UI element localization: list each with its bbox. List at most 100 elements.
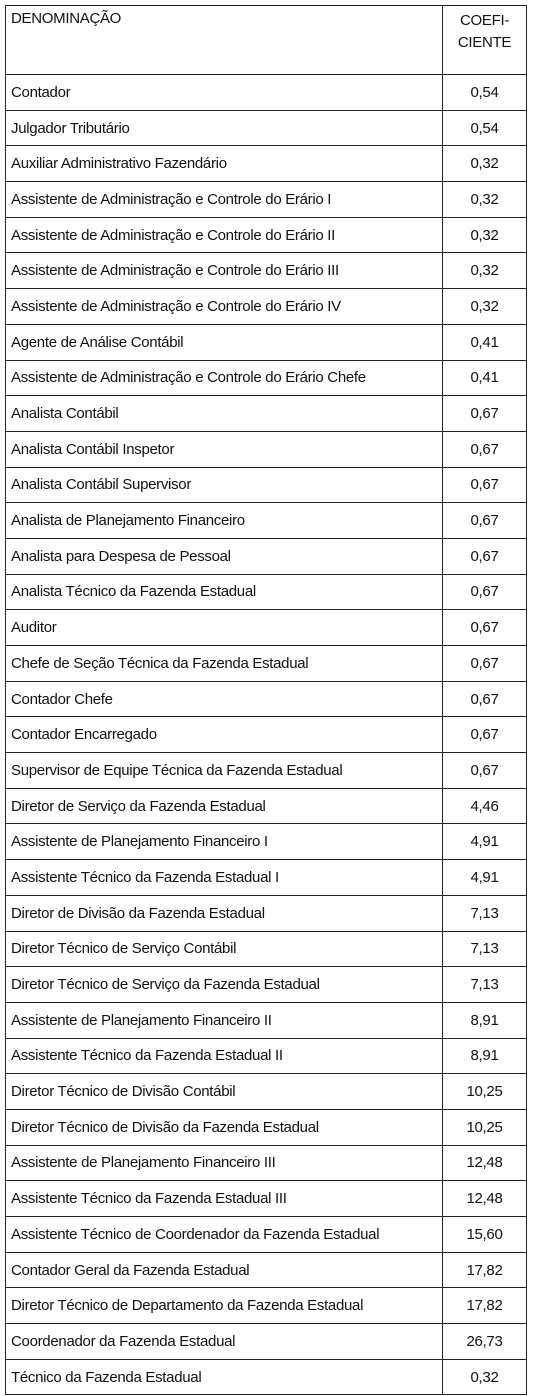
denomination-cell: Assistente de Administração e Controle d…	[5, 288, 443, 325]
denomination-cell: Assistente de Administração e Controle d…	[5, 359, 443, 397]
coefficient-cell: 0,41	[442, 323, 527, 361]
table-row: Contador 0,54	[5, 74, 527, 111]
coefficient-cell: 7,13	[442, 930, 527, 968]
coefficient-cell: 0,67	[442, 609, 527, 646]
denomination-cell: Diretor Técnico de Departamento da Fazen…	[5, 1287, 443, 1325]
coefficient-cell: 0,67	[442, 645, 527, 682]
table-row: Assistente de Administração e Controle d…	[5, 252, 527, 290]
table-row: Diretor de Serviço da Fazenda Estadual 4,…	[5, 787, 527, 825]
table-row: Analista Técnico da Fazenda Estadual 0,67	[5, 573, 527, 611]
coefficient-cell: 0,67	[442, 430, 527, 468]
denomination-cell: Assistente de Administração e Controle d…	[5, 181, 443, 218]
coefficient-cell: 7,13	[442, 894, 527, 932]
coefficient-cell: 12,48	[442, 1144, 527, 1182]
table-row: Técnico da Fazenda Estadual 0,32	[5, 1358, 527, 1396]
coefficient-cell: 7,13	[442, 966, 527, 1003]
header-row: DENOMINAÇÃO COEFI- CIENTE	[5, 5, 527, 75]
coefficient-cell: 0,32	[442, 216, 527, 254]
coefficient-cell: 4,46	[442, 787, 527, 825]
denomination-cell: Analista para Despesa de Pessoal	[5, 537, 443, 575]
coefficient-cell: 0,32	[442, 1358, 527, 1396]
coefficient-cell: 12,48	[442, 1180, 527, 1217]
table-row: Analista para Despesa de Pessoal 0,67	[5, 537, 527, 575]
coefficient-cell: 10,25	[442, 1073, 527, 1110]
denomination-cell: Contador	[5, 74, 443, 111]
coefficient-cell: 8,91	[442, 1001, 527, 1039]
header-cell: DENOMINAÇÃO	[5, 5, 443, 75]
coefficient-cell: 0,54	[442, 74, 527, 111]
coefficient-cell: 0,32	[442, 181, 527, 218]
table-row: Diretor Técnico de Departamento da Fazen…	[5, 1287, 527, 1325]
table-row: Assistente de Administração e Controle d…	[5, 216, 527, 254]
table-row: Analista Contábil 0,67	[5, 395, 527, 432]
denomination-cell: Assistente Técnico da Fazenda Estadual I	[5, 859, 443, 896]
coefficient-cell: 4,91	[442, 823, 527, 861]
table-row: Contador Chefe 0,67	[5, 680, 527, 718]
table-row: Chefe de Seção Técnica da Fazenda Estadu…	[5, 645, 527, 682]
denomination-cell: Contador Geral da Fazenda Estadual	[5, 1251, 443, 1289]
denomination-cell: Técnico da Fazenda Estadual	[5, 1358, 443, 1396]
coefficient-cell: 4,91	[442, 859, 527, 896]
coefficient-cell: 17,82	[442, 1251, 527, 1289]
table-row: Assistente Técnico da Fazenda Estadual I…	[5, 859, 527, 896]
table-row: Analista Contábil Inspetor 0,67	[5, 430, 527, 468]
table-row: Diretor Técnico de Serviço Contábil 7,13	[5, 930, 527, 968]
table-header: DENOMINAÇÃO COEFI- CIENTE	[5, 5, 527, 75]
table-row: Assistente Técnico da Fazenda Estadual I…	[5, 1180, 527, 1217]
denomination-cell: Auxiliar Administrativo Fazendário	[5, 145, 443, 183]
table-row: Contador Geral da Fazenda Estadual 17,82	[5, 1251, 527, 1289]
table-row: Assistente de Administração e Controle d…	[5, 181, 527, 218]
denomination-cell: Assistente de Administração e Controle d…	[5, 252, 443, 290]
denomination-cell: Assistente Técnico de Coordenador da Faz…	[5, 1216, 443, 1253]
header-cell: COEFI- CIENTE	[442, 5, 527, 75]
denomination-cell: Diretor de Divisão da Fazenda Estadual	[5, 894, 443, 932]
denomination-cell: Diretor Técnico de Divisão Contábil	[5, 1073, 443, 1110]
denomination-cell: Diretor Técnico de Divisão da Fazenda Es…	[5, 1108, 443, 1146]
denomination-cell: Contador Encarregado	[5, 716, 443, 754]
denomination-cell: Agente de Análise Contábil	[5, 323, 443, 361]
coefficient-cell: 26,73	[442, 1323, 527, 1360]
table-row: Diretor de Divisão da Fazenda Estadual 7,…	[5, 894, 527, 932]
table-row: Supervisor de Equipe Técnica da Fazenda …	[5, 752, 527, 789]
coefficient-cell: 0,67	[442, 537, 527, 575]
coefficient-cell: 0,54	[442, 109, 527, 147]
coefficient-cell: 0,32	[442, 252, 527, 290]
denomination-cell: Analista de Planejamento Financeiro	[5, 502, 443, 539]
denomination-cell: Diretor Técnico de Serviço Contábil	[5, 930, 443, 968]
table-row: Auditor 0,67	[5, 609, 527, 646]
coefficient-cell: 0,67	[442, 573, 527, 611]
denomination-cell: Analista Contábil Supervisor	[5, 466, 443, 504]
table-row: Assistente Técnico de Coordenador da Faz…	[5, 1216, 527, 1253]
coefficient-cell: 0,67	[442, 752, 527, 789]
denomination-cell: Coordenador da Fazenda Estadual	[5, 1323, 443, 1360]
table-row: Diretor Técnico de Divisão da Fazenda Es…	[5, 1108, 527, 1146]
denomination-cell: Analista Técnico da Fazenda Estadual	[5, 573, 443, 611]
table-row: Auxiliar Administrativo Fazendário 0,32	[5, 145, 527, 183]
coefficient-cell: 0,67	[442, 466, 527, 504]
coefficient-cell: 0,67	[442, 395, 527, 432]
denomination-cell: Diretor Técnico de Serviço da Fazenda Es…	[5, 966, 443, 1003]
table-row: Assistente de Planejamento Financeiro II…	[5, 1144, 527, 1182]
table-row: Assistente Técnico da Fazenda Estadual I…	[5, 1037, 527, 1075]
denomination-cell: Assistente Técnico da Fazenda Estadual I…	[5, 1037, 443, 1075]
table-row: Coordenador da Fazenda Estadual 26,73	[5, 1323, 527, 1360]
coefficient-cell: 0,41	[442, 359, 527, 397]
table-row: Julgador Tributário 0,54	[5, 109, 527, 147]
table-row: Contador Encarregado 0,67	[5, 716, 527, 754]
denomination-cell: Diretor de Serviço da Fazenda Estadual	[5, 787, 443, 825]
denomination-cell: Assistente de Administração e Controle d…	[5, 216, 443, 254]
coefficient-cell: 0,32	[442, 145, 527, 183]
denomination-cell: Analista Contábil Inspetor	[5, 430, 443, 468]
denomination-cell: Contador Chefe	[5, 680, 443, 718]
table-body: Contador 0,54 Julgador Tributário 0,54 Auxil…	[5, 74, 527, 1396]
table-row: Diretor Técnico de Divisão Contábil 10,25	[5, 1073, 527, 1110]
coefficient-cell: 0,67	[442, 680, 527, 718]
denomination-cell: Analista Contábil	[5, 395, 443, 432]
table-row: Assistente de Planejamento Financeiro II…	[5, 1001, 527, 1039]
coefficient-cell: 17,82	[442, 1287, 527, 1325]
table-row: Analista de Planejamento Financeiro 0,67	[5, 502, 527, 539]
table-row: Diretor Técnico de Serviço da Fazenda Es…	[5, 966, 527, 1003]
coefficient-cell: 8,91	[442, 1037, 527, 1075]
